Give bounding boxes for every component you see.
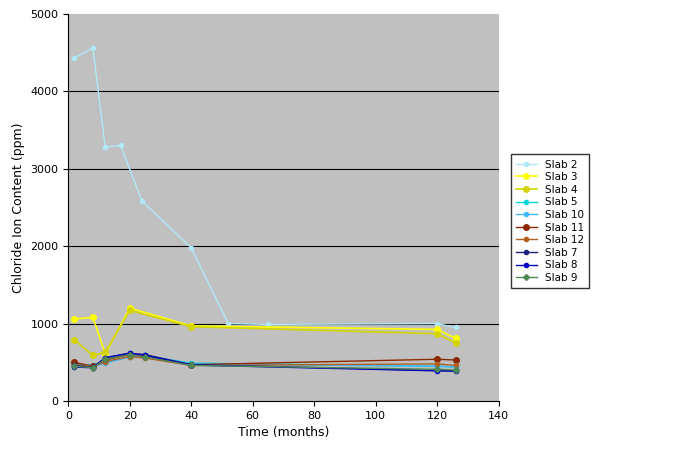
Line: Slab 11: Slab 11 — [72, 352, 458, 369]
Line: Slab 9: Slab 9 — [72, 353, 458, 372]
Slab 7 — [70, 363, 79, 368]
Slab 2 — [101, 144, 109, 150]
Slab 2 — [138, 199, 146, 204]
Slab 4 — [433, 331, 441, 337]
Slab 7 — [89, 365, 97, 370]
Slab 12 — [433, 361, 441, 366]
Slab 7 — [451, 368, 460, 373]
X-axis label: Time (months): Time (months) — [238, 426, 329, 439]
Slab 3 — [187, 323, 195, 329]
Slab 3 — [89, 315, 97, 320]
Slab 12 — [126, 354, 134, 359]
Slab 5 — [433, 363, 441, 369]
Slab 9 — [141, 354, 149, 360]
Slab 4 — [451, 340, 460, 346]
Slab 5 — [126, 354, 134, 360]
Slab 8 — [70, 364, 79, 370]
Slab 5 — [101, 360, 109, 365]
Slab 7 — [433, 368, 441, 373]
Slab 12 — [187, 363, 195, 368]
Slab 10 — [433, 363, 441, 369]
Slab 8 — [101, 355, 109, 361]
Line: Slab 5: Slab 5 — [72, 354, 458, 369]
Slab 2 — [451, 325, 460, 330]
Slab 10 — [70, 361, 79, 366]
Slab 10 — [126, 354, 134, 360]
Slab 10 — [187, 361, 195, 366]
Line: Slab 12: Slab 12 — [72, 355, 458, 369]
Slab 11 — [70, 360, 79, 365]
Slab 9 — [101, 356, 109, 362]
Slab 8 — [187, 362, 195, 368]
Line: Slab 4: Slab 4 — [72, 307, 458, 358]
Slab 8 — [451, 368, 460, 374]
Slab 2 — [264, 322, 272, 327]
Slab 5 — [70, 363, 79, 369]
Slab 4 — [89, 353, 97, 358]
Slab 9 — [70, 363, 79, 369]
Slab 10 — [451, 364, 460, 370]
Slab 3 — [451, 336, 460, 341]
Slab 7 — [101, 355, 109, 361]
Slab 4 — [187, 324, 195, 330]
Slab 11 — [141, 354, 149, 359]
Slab 5 — [89, 362, 97, 367]
Slab 12 — [89, 364, 97, 369]
Slab 9 — [433, 366, 441, 372]
Slab 2 — [433, 321, 441, 326]
Slab 11 — [101, 357, 109, 363]
Slab 8 — [126, 350, 134, 356]
Slab 10 — [141, 353, 149, 358]
Line: Slab 10: Slab 10 — [72, 353, 458, 369]
Slab 11 — [187, 362, 195, 367]
Y-axis label: Chloride Ion Content (ppm): Chloride Ion Content (ppm) — [12, 122, 25, 293]
Slab 3 — [101, 351, 109, 357]
Line: Slab 2: Slab 2 — [72, 46, 458, 330]
Slab 5 — [141, 354, 149, 359]
Slab 7 — [126, 351, 134, 356]
Slab 7 — [187, 362, 195, 367]
Slab 9 — [89, 365, 97, 371]
Slab 10 — [101, 361, 109, 366]
Slab 7 — [141, 352, 149, 357]
Slab 8 — [433, 368, 441, 373]
Slab 2 — [224, 321, 232, 326]
Slab 11 — [89, 363, 97, 369]
Slab 10 — [89, 364, 97, 369]
Slab 9 — [187, 363, 195, 368]
Slab 12 — [141, 355, 149, 361]
Slab 3 — [70, 316, 79, 322]
Slab 3 — [126, 305, 134, 311]
Slab 8 — [89, 365, 97, 371]
Line: Slab 7: Slab 7 — [72, 351, 458, 372]
Line: Slab 8: Slab 8 — [72, 351, 458, 373]
Legend: Slab 2, Slab 3, Slab 4, Slab 5, Slab 10, Slab 11, Slab 12, Slab 7, Slab 8, Slab : Slab 2, Slab 3, Slab 4, Slab 5, Slab 10,… — [511, 154, 589, 288]
Line: Slab 3: Slab 3 — [72, 305, 458, 357]
Slab 4 — [70, 337, 79, 343]
Slab 8 — [141, 353, 149, 358]
Slab 4 — [101, 349, 109, 355]
Slab 4 — [126, 307, 134, 313]
Slab 11 — [126, 352, 134, 357]
Slab 9 — [451, 367, 460, 373]
Slab 2 — [70, 55, 79, 61]
Slab 3 — [433, 327, 441, 332]
Slab 2 — [89, 45, 97, 51]
Slab 5 — [451, 364, 460, 370]
Slab 11 — [433, 356, 441, 362]
Slab 12 — [70, 362, 79, 367]
Slab 12 — [451, 363, 460, 368]
Slab 9 — [126, 352, 134, 357]
Slab 5 — [187, 361, 195, 366]
Slab 2 — [187, 245, 195, 250]
Slab 2 — [116, 143, 124, 148]
Slab 11 — [451, 357, 460, 363]
Slab 12 — [101, 359, 109, 364]
